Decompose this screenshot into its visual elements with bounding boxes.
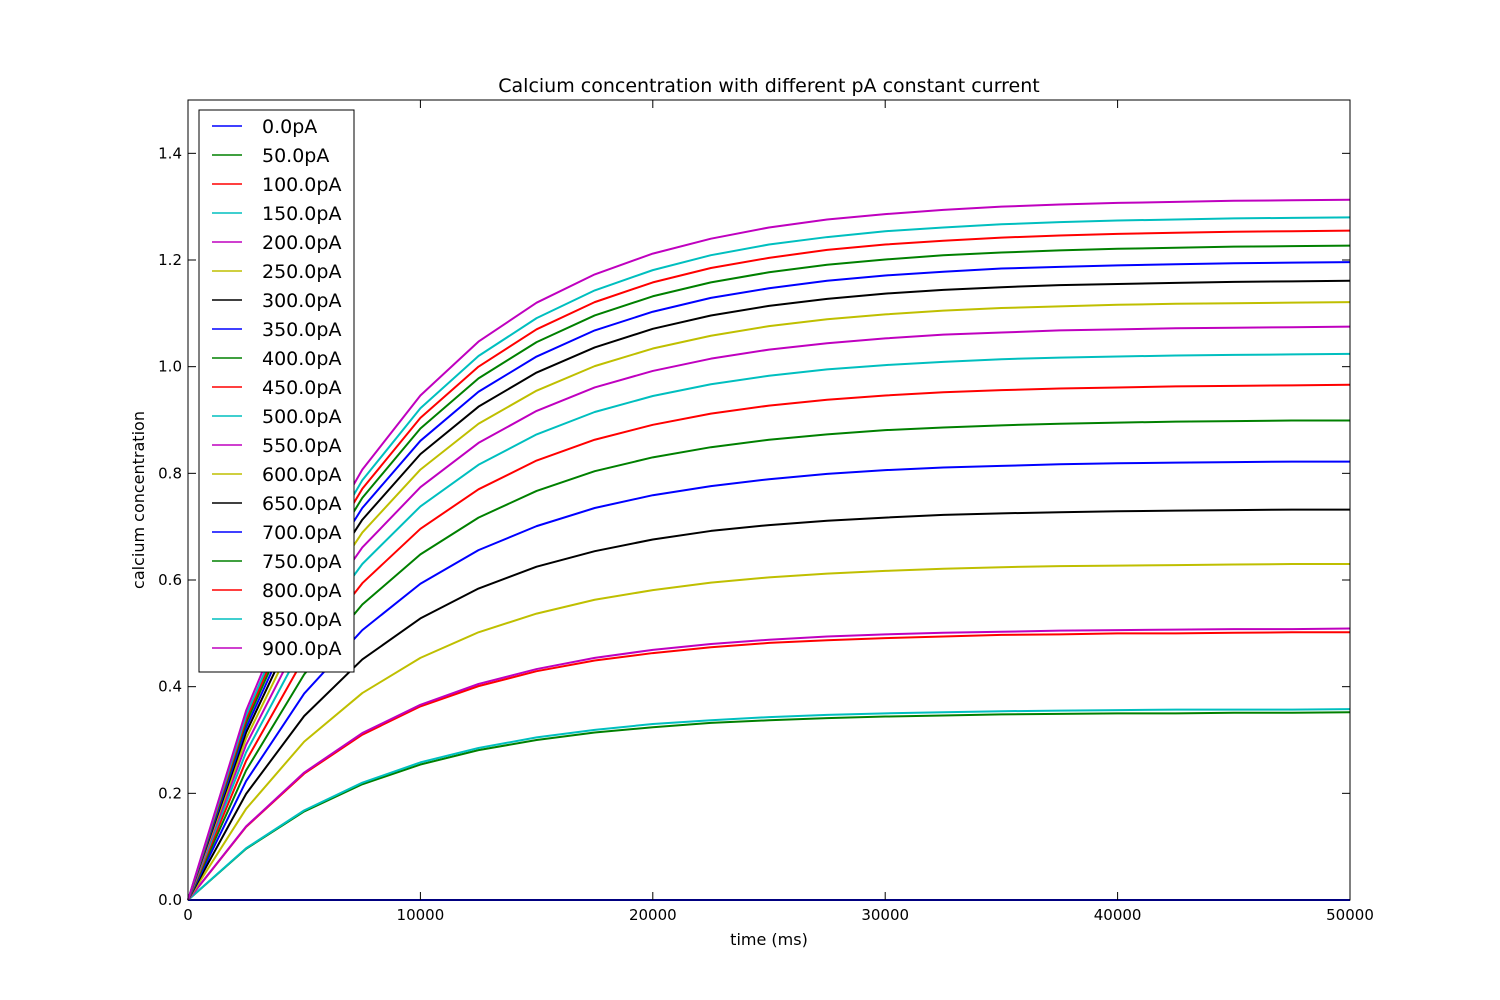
y-tick-label: 1.2 <box>158 251 182 269</box>
series-line-14 <box>187 261 1351 901</box>
series-line-16 <box>187 229 1351 901</box>
legend-box <box>198 109 355 673</box>
legend-label: 400.0pA <box>262 348 341 370</box>
series-line-9 <box>187 383 1351 901</box>
series-line-13 <box>187 279 1351 901</box>
series-line-11 <box>187 325 1351 901</box>
y-tick-label: 0.8 <box>158 464 182 482</box>
series-line-3 <box>187 708 1351 901</box>
series-line-5 <box>187 563 1350 901</box>
y-tick-label: 1.0 <box>158 358 182 376</box>
x-tick-label: 10000 <box>397 906 445 924</box>
legend-label: 350.0pA <box>262 319 341 341</box>
x-tick-label: 40000 <box>1094 906 1142 924</box>
series-layer <box>187 198 1351 901</box>
x-tick-label: 0 <box>183 906 193 924</box>
y-tick-label: 1.4 <box>158 144 182 162</box>
legend-label: 450.0pA <box>262 377 341 399</box>
series-line-4 <box>187 627 1351 901</box>
series-line-7 <box>187 460 1350 901</box>
plot-frame <box>187 99 1351 901</box>
x-tick-label: 30000 <box>861 906 909 924</box>
series-line-17 <box>187 216 1351 901</box>
legend-label: 300.0pA <box>262 290 341 312</box>
legend-label: 200.0pA <box>262 232 341 254</box>
series-line-1 <box>187 711 1351 901</box>
series-line-18 <box>187 198 1351 901</box>
series-line-6 <box>187 508 1350 901</box>
legend-label: 750.0pA <box>262 551 341 573</box>
legend-label: 250.0pA <box>262 261 341 283</box>
series-line-10 <box>187 352 1351 901</box>
series-line-2 <box>187 631 1350 901</box>
legend-label: 600.0pA <box>262 464 341 486</box>
x-tick-label: 50000 <box>1326 906 1374 924</box>
legend-label: 900.0pA <box>262 638 341 660</box>
legend-label: 50.0pA <box>262 145 329 167</box>
legend-label: 700.0pA <box>262 522 341 544</box>
y-tick-label: 0.4 <box>158 678 182 696</box>
y-tick-label: 0.2 <box>158 784 182 802</box>
x-tick-label: 20000 <box>629 906 677 924</box>
series-line-15 <box>187 244 1351 901</box>
y-tick-label: 0.6 <box>158 571 182 589</box>
legend-label: 500.0pA <box>262 406 341 428</box>
series-line-8 <box>187 419 1350 901</box>
legend-label: 100.0pA <box>262 174 341 196</box>
legend-label: 800.0pA <box>262 580 341 602</box>
legend-label: 0.0pA <box>262 116 317 138</box>
x-axis-label: time (ms) <box>730 930 808 949</box>
legend-label: 550.0pA <box>262 435 341 457</box>
y-axis-label: calcium concentration <box>129 411 148 589</box>
legend-label: 650.0pA <box>262 493 341 515</box>
legend-label: 850.0pA <box>262 609 341 631</box>
ticks-layer: 0 10000 20000 30000 40000 50000 0.0 0.2 0.4 0.6 0.… <box>158 100 1374 924</box>
series-line-12 <box>187 301 1351 901</box>
y-tick-label: 0.0 <box>158 891 182 909</box>
legend-label: 150.0pA <box>262 203 341 225</box>
legend: 0.0pA 50.0pA 100.0pA 150.0pA 200.0pA 250.0pA 3… <box>198 109 355 673</box>
chart-title: Calcium concentration with different pA … <box>498 75 1040 97</box>
